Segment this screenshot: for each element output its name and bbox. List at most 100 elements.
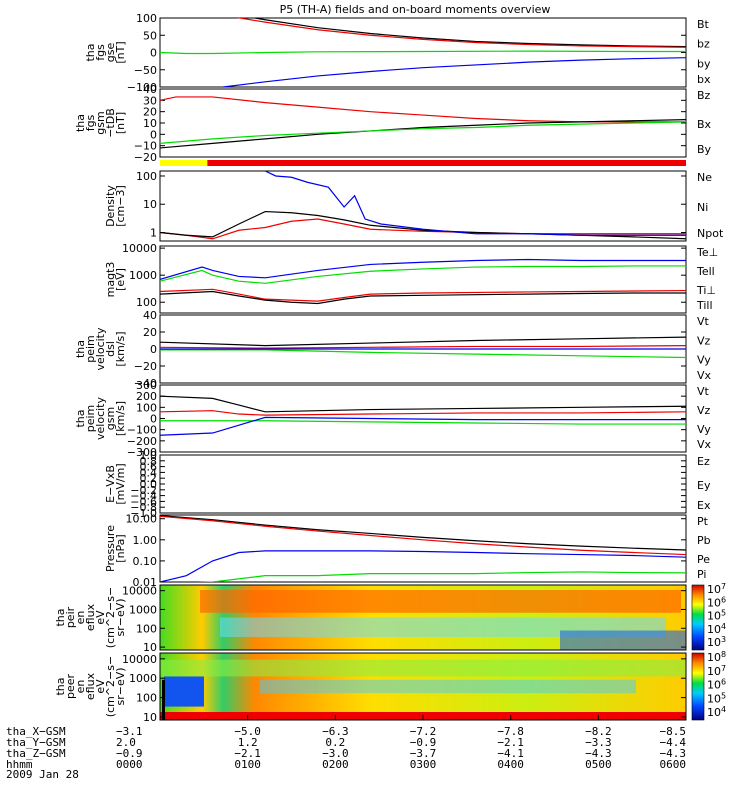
legend-label: Vx [697, 438, 712, 451]
legend-label: Bt [697, 18, 710, 31]
y-axis-label: eV [94, 610, 107, 625]
panel-frame [159, 584, 687, 651]
panel-e_field: 1.00.80.60.40.20.0−0.2−0.4−0.6−0.8−1.0 E−… [104, 449, 711, 520]
footer-value: 0100 [234, 758, 261, 771]
legend-label: Npot [697, 227, 724, 240]
y-tick-label: 0.4 [140, 466, 158, 479]
y-axis-label: Pressure [104, 525, 117, 572]
series-line-red [160, 218, 686, 240]
y-axis-label: fgs [84, 114, 97, 131]
y-axis-label: Density [104, 185, 117, 227]
y-tick-label: 100 [136, 622, 157, 635]
footer-value: −2.1 [234, 747, 261, 760]
y-axis-label: eflux [84, 672, 97, 700]
y-tick-label: −0.8 [130, 501, 157, 514]
y-tick-label: −1.0 [130, 507, 157, 520]
series-line-black [250, 18, 686, 48]
legend-label: Bz [697, 89, 711, 102]
footer-value: −6.3 [322, 725, 349, 738]
legend-label: Vt [697, 315, 710, 328]
y-tick-label: 0 [150, 47, 157, 60]
footer-value: −0.9 [116, 747, 143, 760]
y-tick-label: 50 [143, 29, 157, 42]
panel-peer_en_eflux: 10810710610510410000100010010thapeerenef… [54, 650, 726, 724]
series-line-blue [160, 258, 686, 280]
y-tick-label: 0 [150, 343, 157, 356]
footer-value: −3.0 [322, 747, 349, 760]
legend-label: Te⊥ [696, 246, 718, 259]
y-tick-label: 0.01 [133, 576, 158, 589]
legend-label: Till [696, 299, 713, 312]
y-axis-label: magt3 [104, 262, 117, 298]
y-tick-label: −300 [127, 446, 157, 459]
y-axis-label: tha [54, 608, 67, 626]
y-tick-label: 0.8 [140, 455, 158, 468]
spectrogram-band-low [220, 617, 666, 637]
y-tick-label: −20 [134, 360, 157, 373]
footer-value: −0.9 [410, 736, 437, 749]
legend-label: Ti⊥ [696, 284, 716, 297]
y-tick-label: 0.10 [133, 555, 158, 568]
footer-value: 1.2 [238, 736, 258, 749]
y-tick-label: 40 [143, 309, 157, 322]
series-line-green [197, 571, 686, 582]
y-tick-label: 0.0 [140, 478, 158, 491]
y-tick-label: −200 [127, 435, 157, 448]
footer-value: −3.3 [585, 736, 612, 749]
y-axis-label: velocity [94, 397, 107, 440]
spectrogram-band-bottom [560, 630, 686, 650]
legend-label: Vz [697, 404, 711, 417]
footer-value: 0000 [116, 758, 143, 771]
y-axis-label: tha [84, 43, 97, 61]
colorbar [691, 584, 705, 651]
series-line-black [160, 290, 686, 305]
footer-value: 0300 [410, 758, 437, 771]
y-tick-label: −40 [134, 377, 157, 390]
footer-value: 0.2 [325, 736, 345, 749]
panel-temperature: 10000 1000 100 magt3[eV] Te⊥ Tell Ti⊥ Till [104, 242, 718, 314]
y-axis-label: [mV/m] [114, 463, 127, 504]
series-line-black [160, 119, 686, 149]
footer-value: −5.0 [234, 725, 261, 738]
panel-density: 100 10 1 Density[cm−3] Ne Ni Npot [104, 170, 724, 242]
legend-label: bz [697, 38, 710, 51]
y-tick-label: −50 [134, 64, 157, 77]
data-gap-line [162, 679, 165, 720]
y-axis-label: tha [54, 677, 67, 695]
legend-label: Bx [697, 118, 712, 131]
mode-segment [207, 160, 686, 166]
y-axis-label: peir [64, 606, 77, 628]
series-line-blue [223, 57, 686, 87]
legend-label: Pb [697, 534, 711, 547]
y-axis-label: en [74, 680, 87, 694]
series-line-green [160, 121, 686, 144]
footer-value: −4.4 [660, 736, 687, 749]
y-axis-label: tha [74, 409, 87, 427]
y-tick-label: 300 [136, 379, 157, 392]
footer-value: −4.1 [497, 747, 524, 760]
y-axis-label: en [74, 611, 87, 625]
spectrogram-band-high [200, 590, 681, 613]
legend-label: Vx [697, 369, 712, 382]
y-tick-label: 10000 [122, 242, 157, 255]
legend-label: Pi [697, 568, 706, 581]
y-tick-label: 10 [143, 711, 157, 724]
footer-value: −3.7 [410, 747, 437, 760]
y-axis-label: [km/s] [114, 331, 127, 366]
footer-ephemeris: tha_X−GSM −3.1 −5.0 −6.3 −7.2 −7.8 −8.2 −8.5 tha… [6, 715, 687, 781]
footer-value: −4.3 [660, 747, 687, 760]
figure-title: P5 (TH-A) fields and on-board moments ov… [280, 3, 551, 16]
y-axis-label: velocity [94, 327, 107, 370]
y-tick-label: −10 [134, 140, 157, 153]
series-line-blue [160, 550, 686, 582]
y-tick-label: 100 [136, 692, 157, 705]
y-axis-label: −tDB [104, 108, 117, 138]
series-line-red [160, 288, 686, 302]
legend-label: by [697, 57, 711, 70]
footer-value: 2.0 [116, 736, 136, 749]
y-tick-label: 0 [150, 413, 157, 426]
y-tick-label: 10 [143, 641, 157, 654]
mode-segment [160, 160, 208, 166]
